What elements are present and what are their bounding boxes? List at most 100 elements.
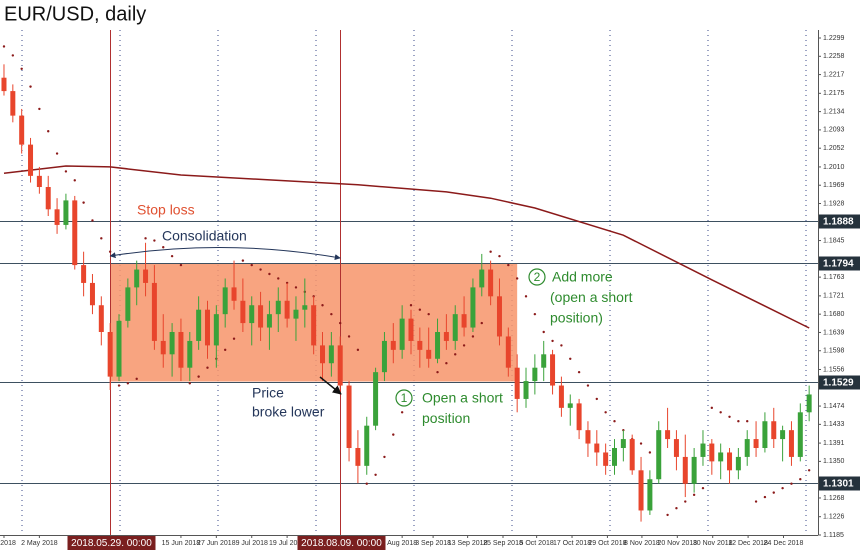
sar-dot xyxy=(436,370,439,374)
sar-dot xyxy=(277,277,280,280)
sar-dot xyxy=(533,312,537,316)
sar-dot xyxy=(144,237,147,240)
back-layer xyxy=(21,30,807,535)
sar-dot xyxy=(577,370,581,374)
candle-body xyxy=(691,456,697,484)
candle-body xyxy=(408,318,414,341)
candle-body xyxy=(594,443,600,453)
candle-body xyxy=(780,430,786,440)
candle-body xyxy=(390,340,396,350)
sar-dot xyxy=(586,384,590,387)
candle-body xyxy=(567,403,573,408)
sar-dot xyxy=(365,482,368,485)
candle-body xyxy=(293,309,299,319)
x-tick-label: 12 Dec 2018 xyxy=(728,540,768,547)
level-label: 1.1794 xyxy=(823,259,854,270)
candle-body xyxy=(89,282,95,306)
candle-body xyxy=(231,287,237,301)
sar-dot xyxy=(356,348,360,352)
candle-body xyxy=(116,320,122,377)
stop-loss-note: Stop loss xyxy=(137,202,195,218)
candle-body xyxy=(107,332,113,377)
candle-body xyxy=(638,470,644,511)
sar-dot xyxy=(569,357,572,360)
sar-dot xyxy=(427,312,430,316)
sar-dot xyxy=(737,420,740,423)
broke-lower-note: Price xyxy=(252,385,284,401)
level-label: 1.1888 xyxy=(823,217,854,228)
step-note: position) xyxy=(550,310,603,326)
sar-dot xyxy=(418,308,422,311)
sar-dot xyxy=(507,263,510,267)
sar-dot xyxy=(312,295,315,298)
consolidation-arrow xyxy=(109,247,341,261)
candle-body xyxy=(727,452,733,471)
candle-body xyxy=(178,332,184,368)
candle-body xyxy=(275,300,281,315)
candle-body xyxy=(505,336,511,368)
sar-dot xyxy=(515,277,519,280)
step-note: position xyxy=(422,410,470,426)
candle-body xyxy=(496,296,502,337)
x-tick-label: pr 2018 xyxy=(0,540,16,547)
sar-dot xyxy=(321,304,324,307)
level-label-box xyxy=(819,256,860,271)
candle-body xyxy=(311,305,317,346)
sar-dot xyxy=(29,85,32,88)
sar-dot xyxy=(445,362,448,365)
sar-dot xyxy=(392,433,395,436)
candle-body xyxy=(213,314,219,346)
step-circle xyxy=(395,389,413,407)
sar-dot xyxy=(480,321,483,325)
sar-dot xyxy=(330,312,333,316)
sar-dot xyxy=(489,250,492,253)
sar-dot xyxy=(259,268,262,271)
candle-body xyxy=(417,340,423,350)
broke-lower-arrow xyxy=(319,376,342,395)
candle-body xyxy=(346,385,352,449)
candle-body xyxy=(611,448,617,466)
sar-dot xyxy=(197,375,200,378)
sar-dot xyxy=(790,482,793,485)
x-tick-label: 2 May 2018 xyxy=(21,540,58,547)
candle-body xyxy=(479,269,485,288)
sar-dot xyxy=(746,420,749,423)
sar-dot xyxy=(250,263,253,267)
sar-dot xyxy=(206,366,209,369)
sar-dot xyxy=(666,513,669,517)
candle-body xyxy=(488,269,494,297)
sar-dot xyxy=(374,473,377,476)
candle-body xyxy=(788,430,794,457)
sar-dot xyxy=(454,353,457,356)
sar-dot xyxy=(639,442,643,445)
front-layer: 1.2299 1.2258 1.2217 1.2175 1.2134 1.2093 1.20… xyxy=(0,35,860,550)
candle-body xyxy=(806,394,812,413)
y-tick-label: 1.1639 xyxy=(823,329,845,336)
sar-dot xyxy=(799,478,802,481)
step-note: Open a short xyxy=(422,390,503,406)
y-tick-label: 1.2010 xyxy=(823,164,845,171)
candle-body xyxy=(399,318,405,350)
sar-dot xyxy=(692,493,696,497)
candle-body xyxy=(762,421,768,449)
candle-body xyxy=(673,439,679,457)
y-tick-label: 1.1763 xyxy=(823,274,845,281)
sar-dot xyxy=(781,486,784,490)
candle-body xyxy=(603,452,609,466)
sar-dot xyxy=(47,130,50,133)
sar-dot xyxy=(551,339,554,343)
sar-dot xyxy=(223,348,227,352)
sar-dot xyxy=(400,411,404,414)
level-label: 1.1301 xyxy=(823,479,854,490)
candle-body xyxy=(72,200,78,266)
candle-body xyxy=(328,345,334,364)
sar-dot xyxy=(560,344,563,347)
candle-body xyxy=(196,309,202,341)
y-tick-label: 1.1185 xyxy=(823,532,844,539)
sar-dot xyxy=(64,170,68,173)
candle-body xyxy=(426,349,432,359)
sar-dot xyxy=(339,321,342,325)
x-tick-label: 24 Dec 2018 xyxy=(764,540,804,547)
y-tick-label: 1.2258 xyxy=(823,53,845,60)
